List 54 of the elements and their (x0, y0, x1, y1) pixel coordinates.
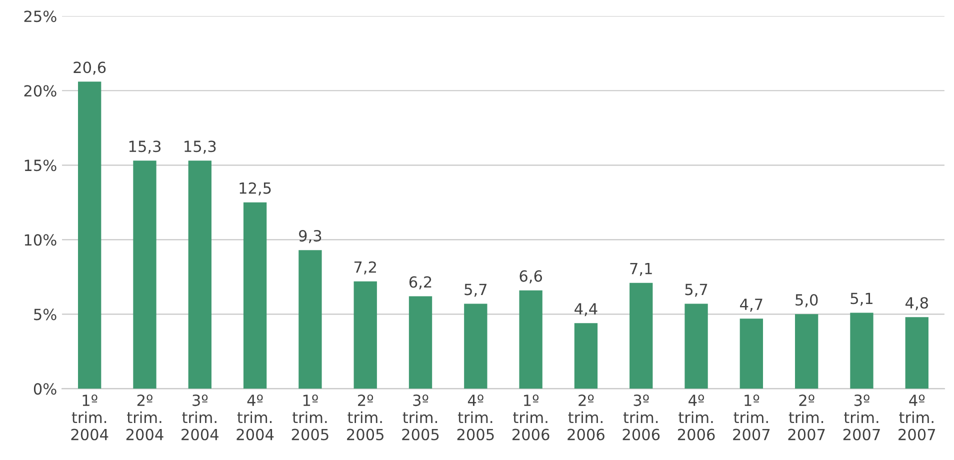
x-tick-label: 1º trim. 2004 (71, 394, 108, 440)
y-tick-label: 20% (24, 85, 56, 97)
data-label: 5,1 (850, 292, 872, 306)
bar (905, 317, 928, 389)
x-tick-label: 2º trim. 2006 (568, 394, 604, 440)
data-label: 4,7 (740, 298, 762, 312)
bar (188, 160, 212, 389)
bar (408, 296, 432, 389)
x-tick-label: 2º trim. 2004 (126, 394, 164, 440)
data-label: 15,3 (129, 140, 161, 154)
bar (630, 282, 653, 389)
data-label: 9,3 (299, 230, 322, 244)
x-tick-label: 4º trim. 2004 (236, 394, 274, 440)
data-label: 5,7 (685, 284, 708, 297)
bar (243, 202, 267, 389)
data-label: 6,2 (409, 276, 432, 290)
x-tick-label: 1º trim. 2007 (733, 394, 770, 440)
x-tick-label: 3º trim. 2005 (402, 394, 439, 440)
data-label: 7,2 (354, 261, 376, 274)
bar (354, 281, 377, 389)
x-tick-label: 2º trim. 2005 (347, 394, 384, 440)
bar (519, 290, 542, 389)
y-tick-label: 15% (24, 160, 56, 172)
data-label: 4,4 (574, 303, 598, 316)
bar (133, 160, 156, 389)
x-tick-label: 4º trim. 2006 (678, 394, 715, 440)
y-tick-label: 0% (34, 383, 56, 395)
data-label: 20,6 (74, 62, 106, 75)
x-tick-label: 2º trim. 2007 (788, 394, 825, 440)
y-tick-label: 10% (24, 234, 56, 246)
data-label: 6,6 (520, 270, 542, 284)
x-tick-label: 3º trim. 2007 (843, 394, 880, 440)
x-tick-label: 4º trim. 2005 (457, 394, 494, 440)
bar (794, 314, 818, 389)
x-tick-label: 3º trim. 2006 (622, 394, 660, 440)
y-tick-label: 5% (34, 308, 56, 320)
data-label: 7,1 (630, 263, 652, 276)
bar (298, 250, 322, 389)
data-label: 5,7 (464, 284, 486, 297)
bar (740, 318, 764, 389)
bar (850, 312, 874, 389)
x-tick-label: 1º trim. 2005 (292, 394, 328, 440)
bar (684, 304, 708, 389)
data-label: 12,5 (240, 182, 271, 196)
data-label: 5,0 (796, 294, 818, 308)
bar (574, 323, 598, 389)
bar (78, 82, 102, 389)
x-tick-label: 1º trim. 2006 (512, 394, 550, 440)
y-tick-label: 25% (24, 10, 56, 22)
x-tick-label: 3º trim. 2004 (182, 394, 218, 440)
data-label: 15,3 (184, 140, 216, 154)
x-tick-label: 4º trim. 2007 (898, 394, 936, 440)
data-label: 4,8 (905, 297, 928, 310)
bar (464, 304, 488, 389)
